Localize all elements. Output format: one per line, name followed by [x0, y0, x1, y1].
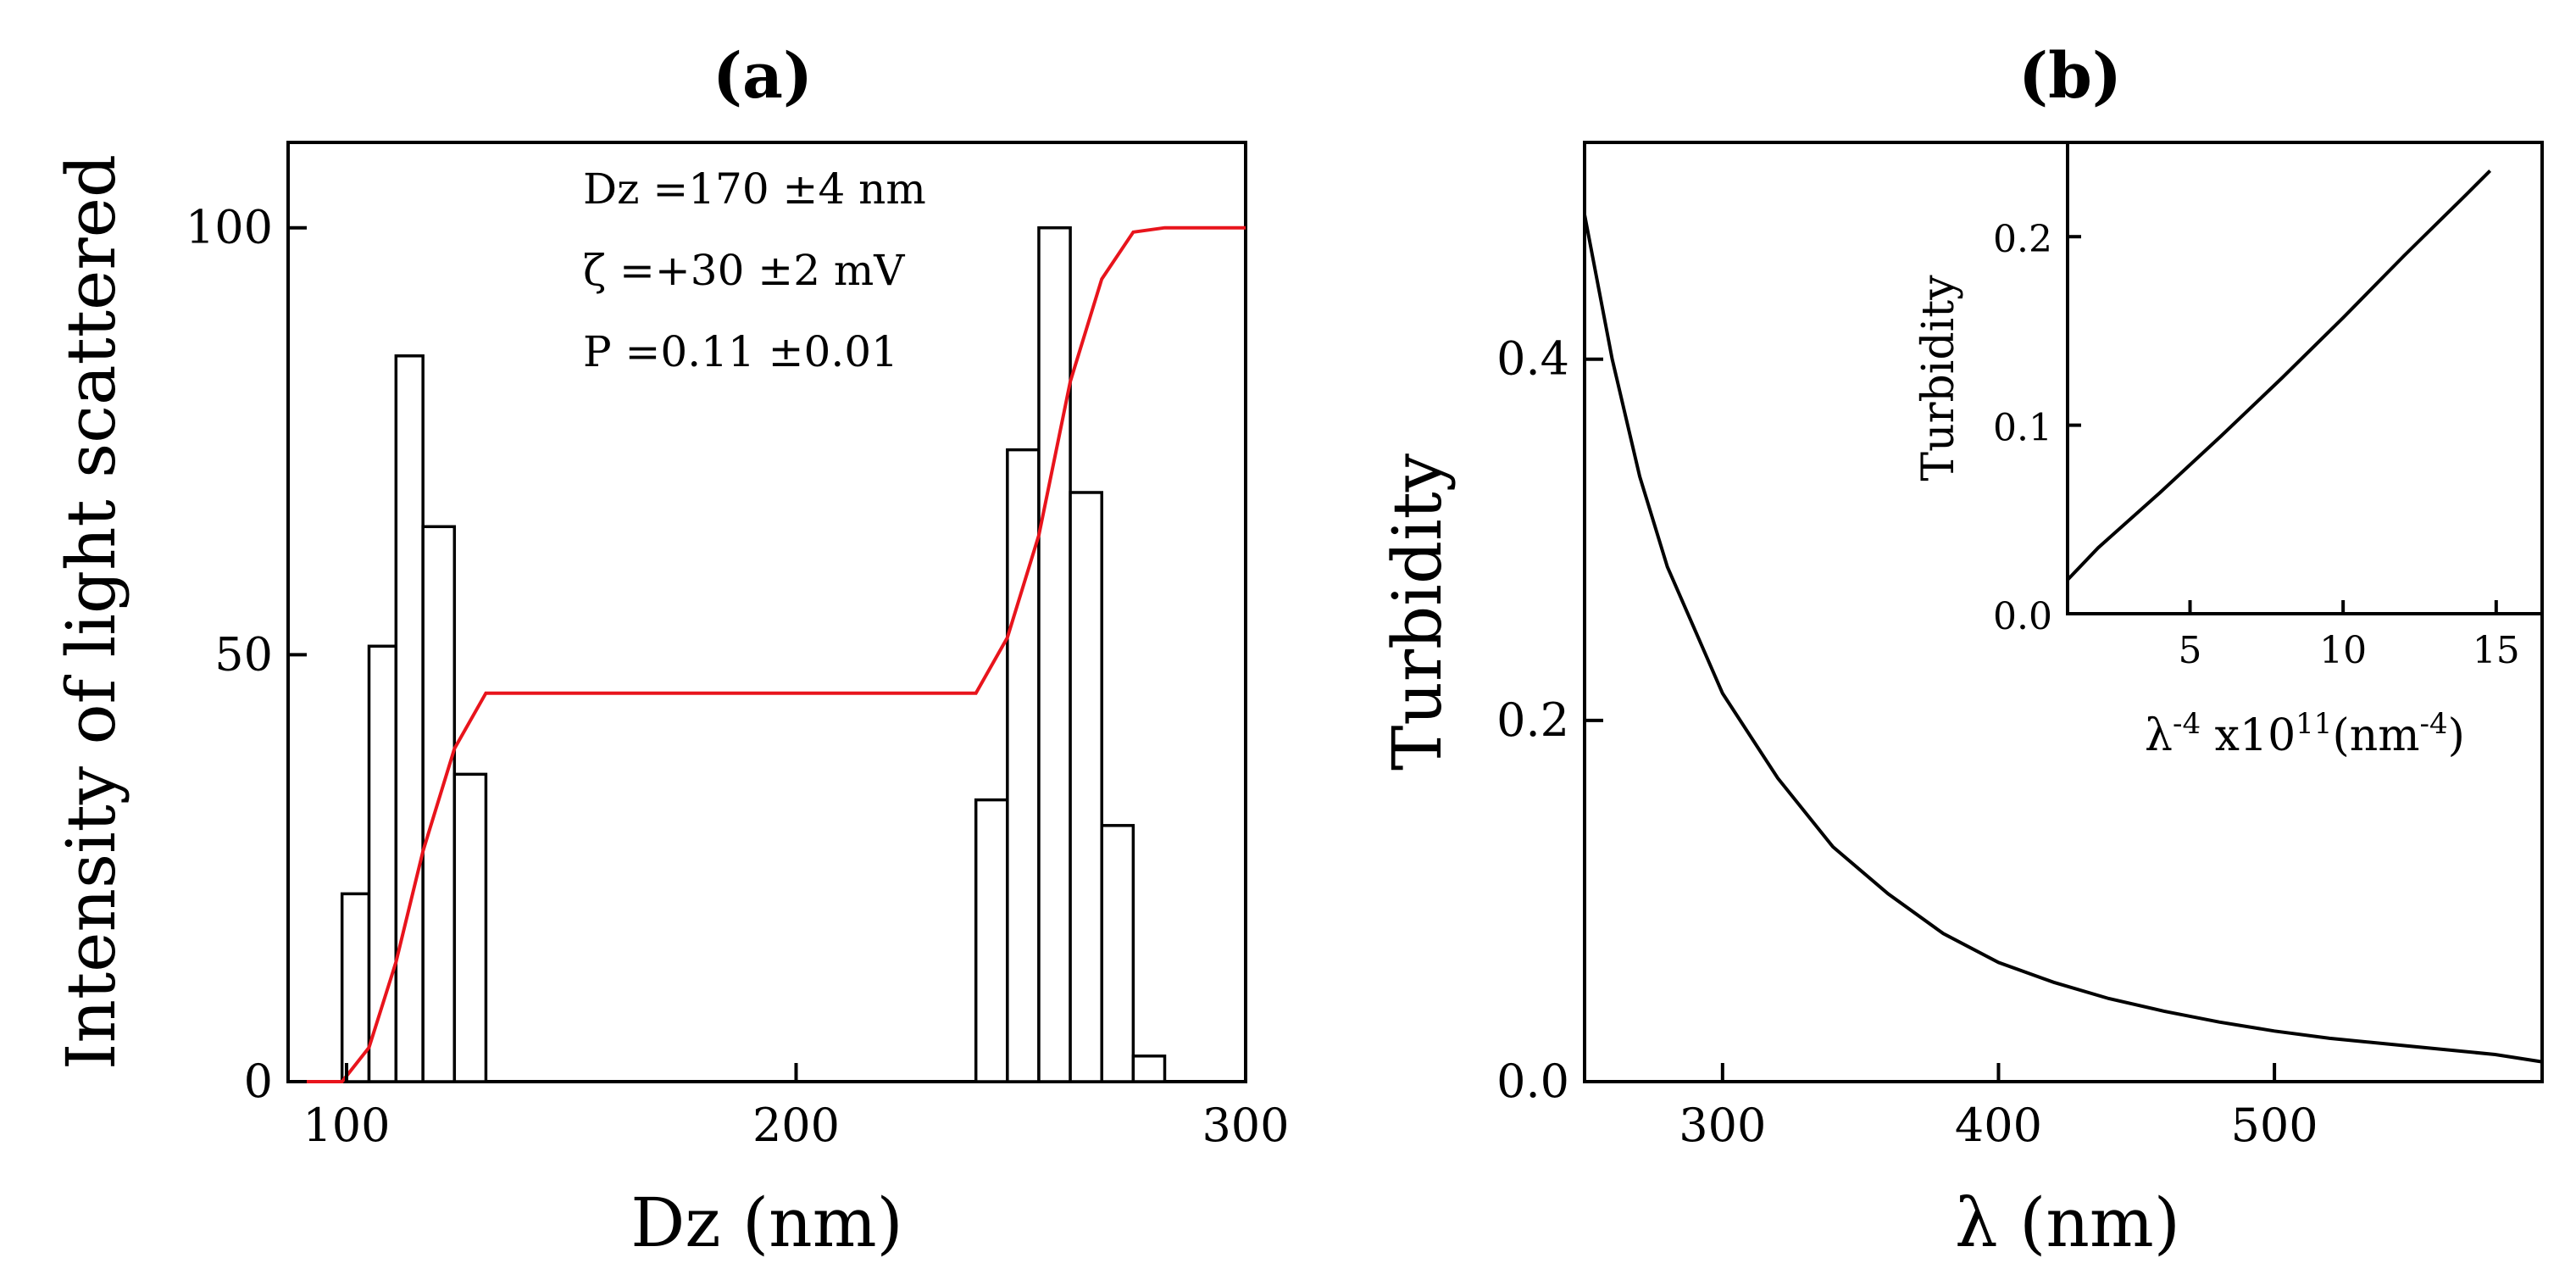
inset-y-tick-label-0: 0.0: [1993, 595, 2052, 638]
histogram-bar-6: [1006, 448, 1041, 1083]
panel-b-x-ticks: 300 400 500: [1679, 1063, 2318, 1152]
inset-line: [2066, 169, 2492, 582]
inset-plot-frame: [2066, 141, 2544, 615]
inset-y-axis-title: Turbidity: [1913, 275, 1964, 481]
panel-a-x-tick-label-0: 100: [303, 1099, 390, 1152]
panel-b-x-tick-label-0: 300: [1679, 1099, 1766, 1152]
histogram-bar-0: [340, 892, 371, 1083]
panel-a-y-tick-label-2: 100: [186, 201, 273, 254]
panel-a-x-tick-label-1: 200: [752, 1099, 840, 1152]
panel-b-x-axis-title: λ (nm): [1955, 1183, 2180, 1262]
inset-x-tick-label-2: 15: [2473, 629, 2520, 672]
panel-a-x-ticks: 100 200 300: [303, 1063, 1290, 1152]
panel-a-y-ticks: 0 50 100: [186, 201, 307, 1108]
inset-y-tick-label-1: 0.1: [1993, 407, 2052, 450]
panel-b-y-tick-label-0: 0.0: [1496, 1055, 1569, 1108]
panel-b-y-axis-title: Turbidity: [1378, 454, 1457, 771]
inset-y-ticks: 0.0 0.1 0.2: [1993, 218, 2081, 638]
panel-a-cumulative-curve: [288, 225, 1246, 1083]
panel-a-annotation-0: Dz =170 ±4 nm: [583, 164, 926, 214]
histogram-bar-8: [1069, 491, 1103, 1083]
panel-b-x-tick-label-1: 400: [1955, 1099, 2042, 1152]
panel-a-plot-frame: [286, 141, 1247, 1083]
inset-y-tick-label-2: 0.2: [1993, 218, 2052, 261]
histogram-bar-4: [452, 772, 488, 1083]
panel-b-y-tick-label-2: 0.4: [1496, 332, 1569, 386]
panel-a-y-tick-label-0: 0: [244, 1055, 273, 1108]
panel-a-y-axis-title: Intensity of light scattered: [52, 154, 130, 1070]
panel-b-inset: 5 10 15 0.0 0.1 0.2 Turbidity λ-4 x1011(nm-4…: [1913, 141, 2544, 761]
panel-a-annotation-1: ζ =+30 ±2 mV: [583, 246, 905, 295]
inset-x-axis-title: λ-4 x1011(nm-4): [2145, 707, 2465, 761]
inset-x-ticks: 5 10 15: [2179, 600, 2520, 672]
panel-a: (a) 100 200 300 0 50 100 Dz =170 ±4 nm ζ =+30…: [52, 40, 1290, 1262]
panel-a-annotations: Dz =170 ±4 nm ζ =+30 ±2 mV P =0.11 ±0.01: [583, 164, 926, 376]
inset-x-tick-label-0: 5: [2179, 629, 2202, 672]
panel-a-y-tick-label-1: 50: [214, 627, 273, 681]
panel-b-turbidity-curve: [1583, 214, 2543, 1064]
histogram-bar-9: [1100, 824, 1135, 1083]
panel-b-x-tick-label-2: 500: [2231, 1099, 2318, 1152]
panel-a-annotation-2: P =0.11 ±0.01: [583, 327, 898, 376]
panel-b-y-ticks: 0.0 0.2 0.4: [1496, 332, 1603, 1108]
panel-a-x-tick-label-2: 300: [1202, 1099, 1289, 1152]
panel-a-label: (a): [713, 40, 813, 113]
panel-b-y-tick-label-1: 0.2: [1496, 693, 1569, 747]
histogram-bar-7: [1037, 225, 1072, 1083]
histogram-bar-2: [394, 354, 425, 1083]
histogram-bar-10: [1131, 1055, 1167, 1083]
panel-b: (b) 300 400 500 0.0 0.2 0.4 λ (nm) Turbidity…: [1378, 40, 2544, 1262]
panel-b-label: (b): [2018, 40, 2122, 113]
histogram-bar-1: [367, 644, 398, 1083]
histogram-bar-5: [974, 798, 1009, 1083]
panel-a-bars: [340, 225, 1167, 1083]
panel-a-x-axis-title: Dz (nm): [630, 1183, 903, 1262]
inset-x-tick-label-1: 10: [2319, 629, 2367, 672]
